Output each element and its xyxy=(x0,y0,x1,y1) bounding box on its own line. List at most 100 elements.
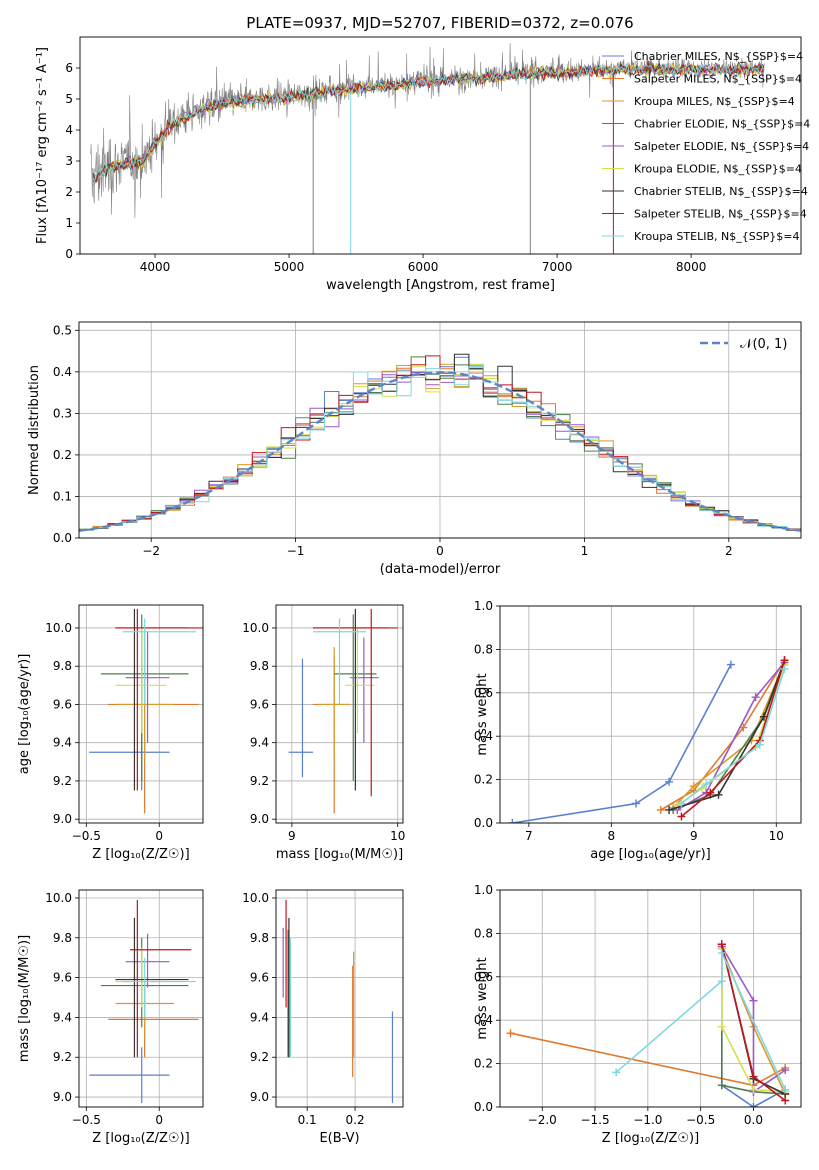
legend-label: Kroupa MILES, N$_{SSP}$=4 xyxy=(634,95,795,108)
axes-frame xyxy=(500,890,801,1107)
y-tick-label: 2 xyxy=(65,185,73,199)
y-tick-label: 1.0 xyxy=(474,599,493,613)
y-tick-label: 0.5 xyxy=(53,323,72,337)
y-tick-label: 9.0 xyxy=(53,812,72,826)
legend-label: Kroupa STELIB, N$_{SSP}$=4 xyxy=(634,230,800,243)
y-axis-label: mass weight xyxy=(475,957,490,1039)
y-tick-label: 1 xyxy=(65,216,73,230)
x-tick-label: 1 xyxy=(581,544,589,558)
y-axis-label: mass weight xyxy=(475,673,490,755)
y-tick-label: 9.6 xyxy=(250,697,269,711)
point-chabrier-miles xyxy=(89,1047,169,1103)
y-axis-label: Flux [fλ10⁻¹⁷ erg cm⁻² s⁻¹ A⁻¹] xyxy=(35,47,50,244)
legend-label: Salpeter ELODIE, N$_{SSP}$=4 xyxy=(634,140,809,153)
y-tick-label: 9.4 xyxy=(250,736,269,750)
point-chabrier-stelib xyxy=(115,609,188,791)
y-tick-label: 4 xyxy=(65,123,73,137)
axes-frame xyxy=(79,605,203,823)
x-tick-label: 4000 xyxy=(140,260,171,274)
weight-series-kroupa-miles xyxy=(669,658,788,811)
y-axis-label: age [log₁₀(age/yr)] xyxy=(17,654,32,775)
x-tick-label: 8 xyxy=(608,829,616,843)
point-salpeter-elodie xyxy=(350,638,379,743)
y-tick-label: 9.4 xyxy=(250,1010,269,1024)
weight-marker xyxy=(718,1023,726,1031)
x-tick-label: −2 xyxy=(142,544,160,558)
point-kroupa-elodie xyxy=(345,628,375,733)
x-tick-label: 0.2 xyxy=(346,1113,365,1127)
panel-residuals: −2 −1 0 1 20.00.10.20.30.40.5(data-model)/er… xyxy=(27,322,801,577)
point-salpeter-stelib xyxy=(130,900,191,1057)
weight-marker xyxy=(715,791,723,799)
y-tick-label: 9.8 xyxy=(53,931,72,945)
y-tick-label: 9.8 xyxy=(250,931,269,945)
x-tick-label: 0 xyxy=(155,829,163,843)
plot-area-z_age xyxy=(89,609,203,814)
x-tick-label: −0.5 xyxy=(72,1113,101,1127)
y-axis-label: mass [log₁₀(M/M☉)] xyxy=(17,935,32,1062)
x-tick-label: 6000 xyxy=(408,260,439,274)
weight-marker xyxy=(507,1029,515,1037)
x-tick-label: 0 xyxy=(155,1113,163,1127)
weight-marker xyxy=(632,799,640,807)
point-salpeter-miles xyxy=(313,657,350,814)
legend-label: Chabrier MILES, N$_{SSP}$=4 xyxy=(634,50,803,63)
plot-area-ebv_mass xyxy=(283,900,392,1103)
y-tick-label: 0.4 xyxy=(53,365,72,379)
panel-mass_age: 9 109.09.29.49.69.810.0mass [log₁₀(M/M☉)] xyxy=(242,605,405,862)
weight-marker xyxy=(657,806,665,814)
legend-label: Kroupa ELODIE, N$_{SSP}$=4 xyxy=(634,163,802,176)
x-tick-label: 10 xyxy=(769,829,784,843)
weight-line xyxy=(681,660,784,816)
x-tick-label: 10 xyxy=(390,829,405,843)
y-tick-label: 9.8 xyxy=(53,659,72,673)
point-kroupa-miles xyxy=(318,647,350,762)
x-tick-label: −0.5 xyxy=(72,829,101,843)
legend: Chabrier MILES, N$_{SSP}$=4 Salpeter MILE… xyxy=(602,50,810,243)
plot-area-mass_age xyxy=(289,609,398,814)
x-tick-label: 7000 xyxy=(542,260,573,274)
y-tick-label: 6 xyxy=(65,61,73,75)
x-axis-label: age [log₁₀(age/yr)] xyxy=(590,847,711,862)
panel-ebv_mass: 0.1 0.2 9.0 9.2 9.4 9.6 9.8 10.0 E(B-V) xyxy=(242,890,403,1146)
point-chabrier-miles xyxy=(89,659,169,791)
x-tick-label: −0.5 xyxy=(686,1113,715,1127)
x-tick-label: 5000 xyxy=(274,260,305,274)
legend-label: Salpeter STELIB, N$_{SSP}$=4 xyxy=(634,208,807,221)
x-tick-label: −2.0 xyxy=(528,1113,557,1127)
point-salpeter-miles xyxy=(108,988,198,1058)
weight-marker xyxy=(727,661,735,669)
y-tick-label: 0.0 xyxy=(474,816,493,830)
x-axis-label: Z [log₁₀(Z/Z☉)] xyxy=(602,1131,699,1146)
point-salpeter-elodie xyxy=(126,632,170,743)
weight-marker xyxy=(749,997,757,1005)
y-tick-label: 0.8 xyxy=(474,926,493,940)
y-tick-label: 9.0 xyxy=(250,812,269,826)
y-tick-label: 0.0 xyxy=(53,531,72,545)
y-tick-label: 0.1 xyxy=(53,489,72,503)
plot-area-z_mass xyxy=(89,900,198,1103)
y-tick-label: 9.0 xyxy=(53,1090,72,1104)
axes-frame xyxy=(79,890,203,1107)
point-salpeter-miles xyxy=(108,628,198,813)
y-tick-label: 9.6 xyxy=(53,971,72,985)
axes-frame xyxy=(276,890,403,1107)
panel-age_weight: 7 8 9 10 0.0 0.2 0.4 0.6 0.8 1.0 age [log₁₀(age/yr… xyxy=(474,599,801,862)
legend-label: Chabrier STELIB, N$_{SSP}$=4 xyxy=(634,185,808,198)
legend-label: Salpeter MILES, N$_{SSP}$=4 xyxy=(634,73,802,86)
x-tick-label: 2 xyxy=(725,544,733,558)
y-tick-label: 10.0 xyxy=(242,891,269,905)
y-tick-label: 10.0 xyxy=(45,621,72,635)
y-tick-label: 5 xyxy=(65,92,73,106)
point-chabrier-stelib xyxy=(115,918,188,1057)
x-axis-label: Z [log₁₀(Z/Z☉)] xyxy=(92,1131,189,1146)
x-tick-label: −1 xyxy=(287,544,305,558)
figure: PLATE=0937, MJD=52707, FIBERID=0372, z=0… xyxy=(0,0,819,1170)
panel-z_age: −0.5 09.09.29.49.69.810.0Z [log₁₀(Z/Z☉)]a… xyxy=(17,605,203,862)
x-tick-label: 0.0 xyxy=(744,1113,763,1127)
x-tick-label: 8000 xyxy=(676,260,707,274)
y-tick-label: 9.0 xyxy=(250,1090,269,1104)
plot-area-age_weight xyxy=(508,656,788,827)
y-axis-label: Normed distribution xyxy=(27,365,42,495)
y-tick-label: 0 xyxy=(65,247,73,261)
